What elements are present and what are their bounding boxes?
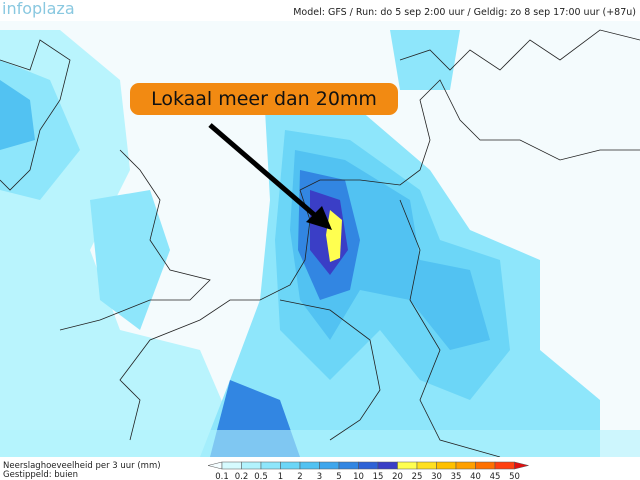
callout-text: Lokaal meer dan 20mm (151, 88, 377, 110)
scale-swatch (241, 461, 262, 470)
scale-swatch (416, 461, 437, 470)
scale-swatch (299, 461, 320, 470)
scale-label: 2 (297, 472, 302, 480)
scale-label: 0.5 (254, 472, 268, 480)
precipitation (0, 30, 640, 457)
scale-label: 0.2 (235, 472, 249, 480)
scale-swatch (260, 461, 281, 470)
scale-label: 3 (317, 472, 322, 480)
scale-swatch (338, 461, 359, 470)
scale-swatch (397, 461, 418, 470)
scale-label: 25 (412, 472, 423, 480)
arrow-head (306, 206, 332, 230)
scale-swatch (436, 461, 457, 470)
scale-swatch (475, 461, 496, 470)
scale-swatch (221, 461, 242, 470)
scale-swatch (455, 461, 476, 470)
scale-label: 40 (470, 472, 481, 480)
scale-label: 30 (431, 472, 442, 480)
scale-swatch (358, 461, 379, 470)
scale-swatch (280, 461, 301, 470)
scale-label: 1 (278, 472, 283, 480)
scale-label: 50 (509, 472, 520, 480)
model-info: Model: GFS / Run: do 5 sep 2:00 uur / Ge… (293, 7, 636, 18)
scale-label: 0.1 (215, 472, 229, 480)
color-scale: 0.1 0.2 0.5 1 2 3 5 10 15 20 25 30 35 40 45 50 (207, 461, 529, 480)
legend-subtitle: Gestippeld: buien (3, 470, 78, 480)
scale-label: 10 (353, 472, 364, 480)
scale-swatch (319, 461, 340, 470)
scale-label: 20 (392, 472, 403, 480)
scale-swatch (377, 461, 398, 470)
scale-label: 45 (490, 472, 501, 480)
scale-label: 15 (373, 472, 384, 480)
scale-label: 35 (451, 472, 462, 480)
scale-swatch (494, 461, 515, 470)
arrow (208, 123, 320, 220)
callout-box (130, 83, 398, 115)
logo: infoplaza (2, 0, 75, 18)
coastlines (0, 29, 640, 458)
scale-label: 5 (336, 472, 341, 480)
scale-end (514, 461, 529, 470)
legend-title: Neerslaghoeveelheid per 3 uur (mm) (3, 461, 161, 471)
